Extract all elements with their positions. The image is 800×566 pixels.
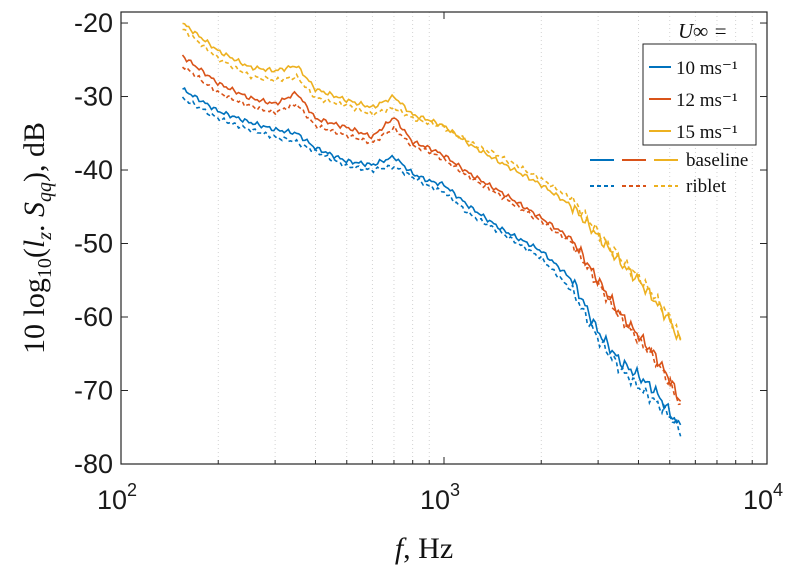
- legend-label-10: 10 ms⁻¹: [676, 58, 738, 79]
- x-tick-base: 10: [97, 485, 127, 515]
- x-tick-base: 10: [743, 485, 773, 515]
- y-axis-label: 10 log10(lz. Sqq), dB: [18, 122, 56, 354]
- y-tick-label: -20: [74, 8, 113, 38]
- x-axis-label: f, Hz: [395, 532, 453, 565]
- legend-label-riblet: riblet: [686, 176, 727, 197]
- series-line-10-riblet: [181, 96, 682, 437]
- x-tick-label: 103: [420, 480, 460, 515]
- y-tick-label: -60: [74, 302, 113, 332]
- x-tick-exponent: 3: [450, 480, 460, 500]
- legend-box: [642, 43, 757, 146]
- x-tick-exponent: 4: [773, 480, 783, 500]
- legend-label-12: 12 ms⁻¹: [676, 90, 738, 111]
- legend-label-baseline: baseline: [686, 150, 748, 171]
- series-line-12-baseline: [181, 54, 682, 402]
- legend-label-15: 15 ms⁻¹: [676, 122, 738, 143]
- x-tick-label: 102: [97, 480, 137, 515]
- y-tick-label: -70: [74, 376, 113, 406]
- legend-title: U∞ =: [678, 19, 728, 43]
- y-tick-label: -80: [74, 449, 113, 479]
- x-tick-exponent: 2: [127, 480, 137, 500]
- x-tick-base: 10: [420, 485, 450, 515]
- axis-ticks: [120, 12, 768, 465]
- y-tick-label: -30: [74, 82, 113, 112]
- series-line-15-riblet: [182, 28, 682, 341]
- y-tick-label: -40: [74, 155, 113, 185]
- legend: U∞ = 10 ms⁻¹ 12 ms⁻¹ 15 ms⁻¹ baseline ri…: [590, 19, 757, 197]
- series-line-12-riblet: [181, 66, 681, 406]
- series-lines: [181, 22, 682, 437]
- grid-lines: [217, 12, 753, 464]
- x-tick-label: 104: [743, 480, 783, 515]
- y-tick-label: -50: [74, 229, 113, 259]
- series-line-10-baseline: [182, 87, 682, 426]
- y-tick-labels: -20 -30 -40 -50 -60 -70 -80: [74, 8, 113, 479]
- x-tick-labels: 102 103 104: [97, 480, 783, 515]
